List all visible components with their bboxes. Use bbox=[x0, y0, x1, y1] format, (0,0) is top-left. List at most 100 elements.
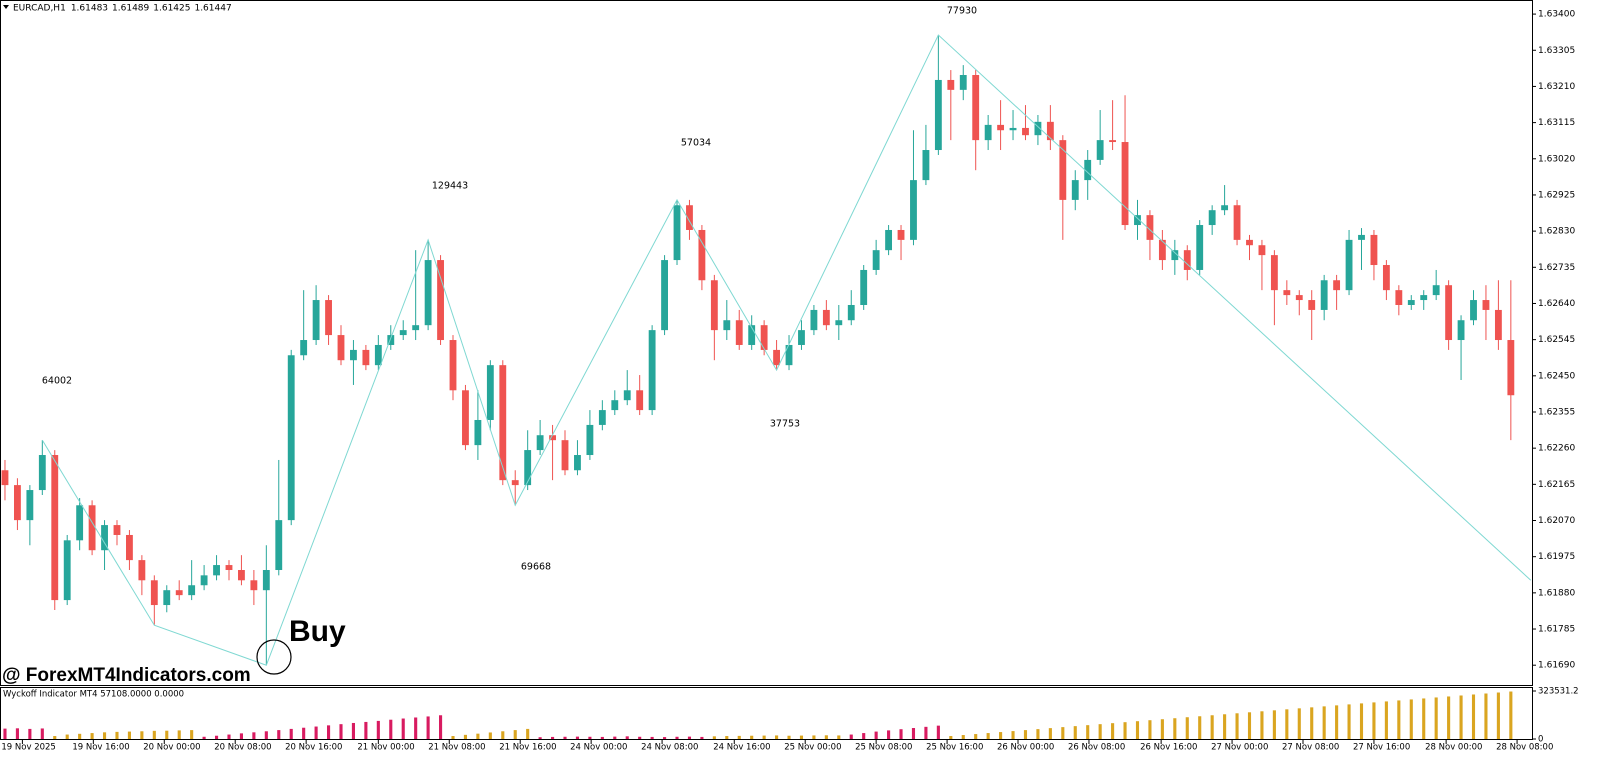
indicator-bar bbox=[1223, 714, 1227, 739]
indicator-bar bbox=[1036, 729, 1040, 739]
indicator-bar bbox=[90, 733, 94, 739]
indicator-bar bbox=[302, 727, 306, 739]
indicator-bar bbox=[600, 736, 604, 739]
candle-body bbox=[350, 349, 357, 361]
indicator-bar bbox=[762, 735, 766, 739]
candle-body bbox=[686, 205, 693, 230]
candle-body bbox=[1221, 205, 1229, 211]
indicator-bar bbox=[974, 734, 978, 739]
zigzag-line bbox=[41, 34, 1532, 666]
indicator-bar bbox=[351, 722, 355, 739]
candle-body bbox=[1407, 300, 1415, 305]
x-tick-label: 25 Nov 00:00 bbox=[784, 743, 841, 753]
y-tick-label: 1.63115 bbox=[1538, 118, 1575, 128]
indicator-bar bbox=[700, 736, 704, 739]
quote-open: 1.61483 bbox=[71, 3, 108, 13]
x-tick-label: 20 Nov 00:00 bbox=[143, 743, 200, 753]
indicator-bar bbox=[999, 732, 1003, 739]
candle-body bbox=[1158, 239, 1166, 261]
candle-body bbox=[997, 124, 1005, 131]
candle-body bbox=[810, 309, 818, 331]
indicator-bar bbox=[824, 735, 828, 739]
indicator-bar bbox=[513, 730, 517, 739]
y-tick-label: 1.63020 bbox=[1538, 154, 1575, 164]
candle-body bbox=[710, 280, 718, 331]
candle-body bbox=[1432, 285, 1440, 296]
candle-body bbox=[1121, 142, 1129, 226]
indicator-bar bbox=[264, 731, 268, 739]
indicator-bar bbox=[1409, 699, 1413, 739]
indicator-bar bbox=[501, 731, 505, 739]
candle-body bbox=[1420, 295, 1428, 301]
wave-volume-label: 37753 bbox=[770, 419, 800, 430]
indicator-bar bbox=[737, 735, 741, 739]
indicator-bar bbox=[936, 725, 940, 739]
indicator-bar bbox=[650, 736, 654, 739]
y-tick-label: 1.62260 bbox=[1538, 444, 1575, 454]
candle-body bbox=[847, 304, 855, 321]
candle-body bbox=[1370, 234, 1378, 266]
candle-body bbox=[872, 250, 880, 270]
indicator-bar bbox=[625, 736, 629, 739]
candle-body bbox=[561, 440, 569, 471]
indicator-bar bbox=[849, 734, 853, 739]
candle-body bbox=[760, 325, 768, 350]
candle-body bbox=[1333, 280, 1341, 291]
indicator-bar bbox=[426, 716, 430, 739]
candle-body bbox=[424, 260, 432, 326]
candle-body bbox=[586, 424, 594, 456]
indicator-bar bbox=[1048, 728, 1052, 739]
candle-body bbox=[1382, 265, 1390, 291]
candle-body bbox=[1246, 239, 1253, 246]
indicator-bar bbox=[750, 735, 754, 739]
candle-body bbox=[1457, 320, 1465, 341]
candle-body bbox=[959, 75, 967, 90]
candle-body bbox=[1358, 234, 1365, 240]
candle-body bbox=[1109, 140, 1117, 143]
indicator-bar bbox=[127, 731, 131, 739]
candle-body bbox=[238, 570, 245, 581]
candle-body bbox=[1, 470, 9, 486]
candle-body bbox=[1395, 290, 1403, 305]
candle-body bbox=[574, 455, 581, 471]
y-tick-label: 1.62735 bbox=[1538, 263, 1575, 273]
candle-body bbox=[984, 124, 992, 141]
x-tick-label: 24 Nov 08:00 bbox=[641, 743, 698, 753]
candle-body bbox=[735, 320, 743, 345]
indicator-bar bbox=[1347, 704, 1351, 739]
candle-body bbox=[536, 435, 544, 451]
x-tick-label: 21 Nov 00:00 bbox=[357, 743, 414, 753]
x-tick-label: 19 Nov 2025 bbox=[1, 743, 55, 753]
candle-body bbox=[101, 525, 108, 551]
candle-body bbox=[773, 349, 781, 366]
candle-body bbox=[325, 300, 332, 336]
indicator-bar bbox=[476, 733, 480, 739]
y-tick-label: 1.63400 bbox=[1538, 10, 1575, 20]
candle-body bbox=[1146, 215, 1154, 240]
indicator-bar bbox=[1310, 707, 1314, 739]
indicator-bar bbox=[1434, 697, 1438, 739]
x-tick-label: 27 Nov 00:00 bbox=[1211, 743, 1268, 753]
candle-body bbox=[1470, 300, 1477, 321]
candle-body bbox=[437, 260, 444, 341]
indicator-bar bbox=[911, 728, 916, 739]
indicator-bar bbox=[1247, 712, 1252, 739]
candle-body bbox=[113, 525, 121, 535]
main-frame bbox=[0, 0, 1533, 686]
candle-body bbox=[1308, 300, 1316, 310]
candle-body bbox=[51, 455, 59, 601]
candle-body bbox=[300, 340, 308, 356]
menu-icon bbox=[3, 5, 9, 9]
indicator-bar bbox=[526, 728, 530, 739]
indicator-bar bbox=[389, 719, 393, 739]
x-tick-label: 24 Nov 00:00 bbox=[570, 743, 627, 753]
indicator-bar bbox=[588, 736, 592, 739]
indicator-bar bbox=[812, 735, 816, 739]
candle-body bbox=[200, 575, 208, 586]
candle-body bbox=[213, 565, 220, 576]
indicator-bar bbox=[1447, 696, 1451, 739]
candle-body bbox=[511, 480, 519, 486]
candle-body bbox=[1071, 180, 1079, 200]
wave-volume-label: 69668 bbox=[521, 562, 551, 573]
x-tick-label: 25 Nov 16:00 bbox=[926, 743, 983, 753]
